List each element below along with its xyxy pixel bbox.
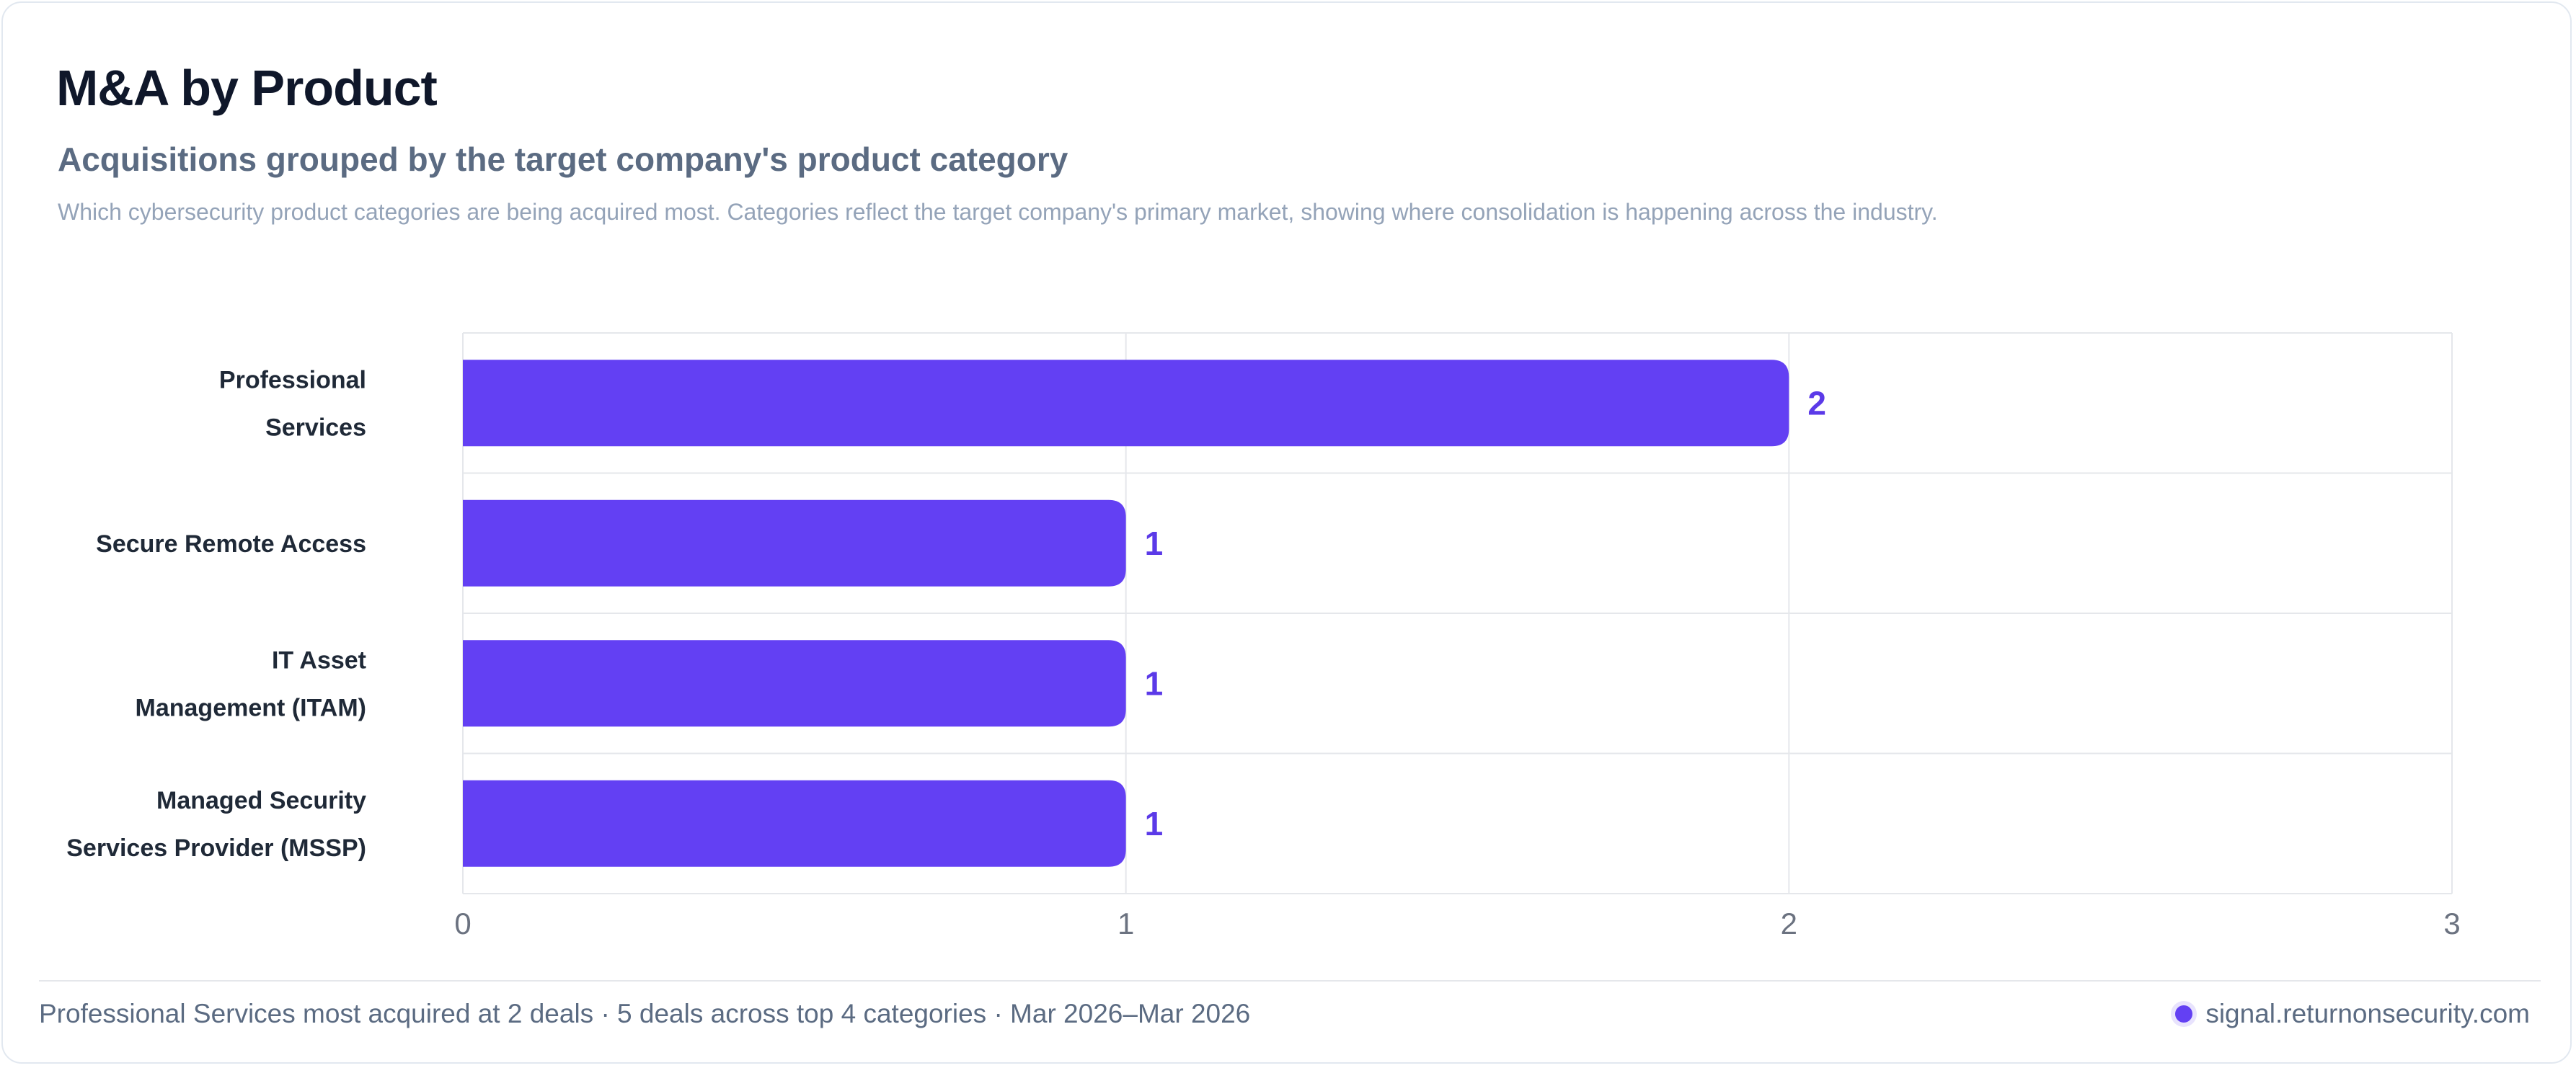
bar-chart: 2 Professional Services 1 Secure Remote Acce… bbox=[66, 332, 2461, 940]
x-tick-label: 1 bbox=[1117, 907, 1134, 940]
footer-source-link[interactable]: signal.returnonsecurity.com bbox=[2205, 999, 2530, 1028]
chart-subtitle: Acquisitions grouped by the target compa… bbox=[58, 141, 1068, 178]
x-tick-label: 3 bbox=[2443, 907, 2460, 940]
bar[interactable] bbox=[463, 780, 1126, 867]
category-label: Management (ITAM) bbox=[136, 694, 366, 721]
category-label: Services Provider (MSSP) bbox=[66, 835, 366, 862]
footer-summary: Professional Services most acquired at 2… bbox=[39, 999, 1251, 1028]
chart-description: Which cybersecurity product categories a… bbox=[58, 199, 1938, 225]
bar-value-label: 1 bbox=[1145, 664, 1164, 702]
bar-value-label: 1 bbox=[1145, 525, 1164, 562]
x-tick-label: 0 bbox=[454, 907, 471, 940]
footer-source[interactable]: signal.returnonsecurity.com bbox=[2175, 998, 2530, 1030]
category-label: IT Asset bbox=[272, 646, 366, 674]
bar[interactable] bbox=[463, 360, 1789, 447]
category-label: Managed Security bbox=[156, 787, 366, 814]
chart-title: M&A by Product bbox=[56, 60, 438, 116]
brand-dot-icon bbox=[2175, 1005, 2193, 1023]
bar[interactable] bbox=[463, 499, 1126, 587]
footer-divider bbox=[39, 980, 2541, 982]
bar[interactable] bbox=[463, 640, 1126, 727]
category-label: Secure Remote Access bbox=[96, 530, 366, 558]
bar-value-label: 2 bbox=[1807, 384, 1826, 422]
x-tick-label: 2 bbox=[1781, 907, 1797, 940]
category-label: Professional bbox=[219, 366, 366, 393]
bar-value-label: 1 bbox=[1145, 805, 1164, 842]
category-label: Services bbox=[265, 414, 366, 441]
